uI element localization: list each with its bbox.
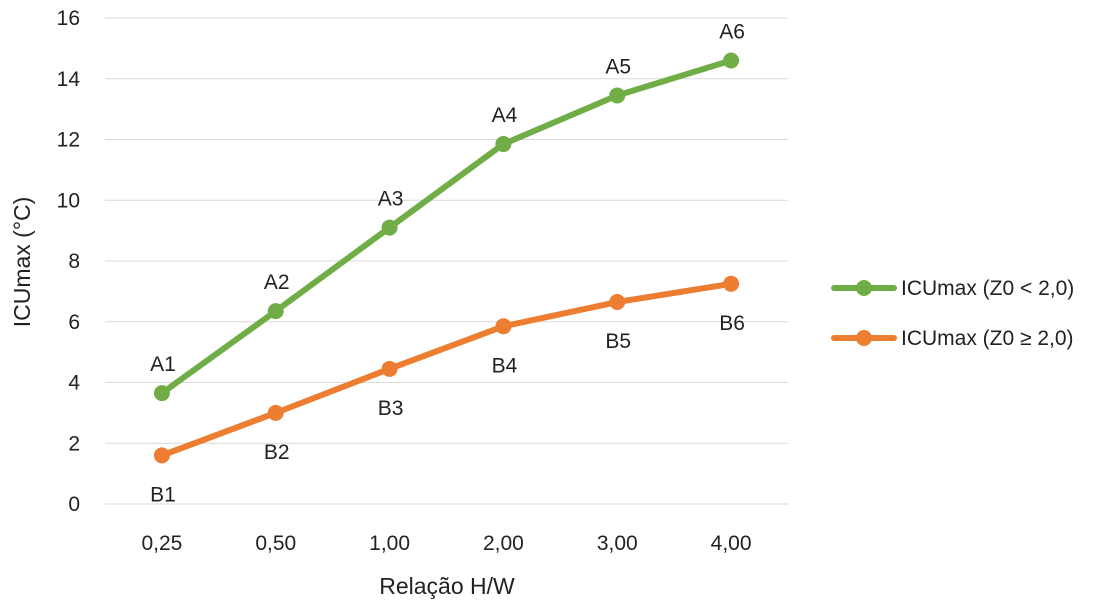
data-point [609,294,626,311]
data-label: B5 [605,330,631,353]
y-tick-label: 0 [68,493,80,516]
legend-label: ICUmax (Z0 ≥ 2,0) [901,327,1074,350]
data-label: B1 [150,483,176,506]
data-label: B2 [264,441,290,464]
legend-label: ICUmax (Z0 < 2,0) [901,277,1074,300]
data-point [381,360,398,377]
data-label: A2 [264,271,290,294]
data-label: A5 [605,55,631,78]
y-tick-label: 8 [68,250,80,273]
x-tick-label: 0,50 [255,532,296,555]
data-point [723,52,740,69]
series-group [153,52,740,464]
x-tick-label: 3,00 [597,532,638,555]
y-tick-label: 16 [57,7,80,30]
point-labels: A1 A2 A3 A4 A5 A6 B1 B2 B3 B4 B5 B6 [150,21,745,507]
x-tick-label: 2,00 [483,532,524,555]
legend-marker [856,280,872,296]
data-label: B3 [378,397,404,420]
data-point [267,404,284,421]
data-label: A6 [719,21,745,44]
x-tick-label: 1,00 [369,532,410,555]
data-point [153,385,170,402]
data-point [495,136,512,153]
x-tick-label: 0,25 [141,532,182,555]
y-tick-label: 4 [68,372,80,395]
data-label: A3 [378,188,404,211]
y-tick-label: 14 [57,68,81,91]
legend: ICUmax (Z0 < 2,0) ICUmax (Z0 ≥ 2,0) [831,277,1074,350]
y-tick-label: 2 [68,432,80,455]
data-label: B6 [719,312,745,335]
data-point [381,219,398,236]
data-point [267,303,284,320]
y-tick-label: 6 [68,311,80,334]
series-line [158,280,735,459]
y-axis-label: ICUmax (°C) [9,197,35,328]
series-line [158,57,735,397]
data-point [495,318,512,335]
gridlines [105,17,788,505]
data-label: A4 [492,104,518,127]
data-label: B4 [492,354,518,377]
legend-marker [856,330,872,346]
data-label: A1 [150,353,176,376]
x-axis-ticks: 0,25 0,50 1,00 2,00 3,00 4,00 [141,532,751,555]
y-tick-label: 10 [57,189,80,212]
x-axis-label: Relação H/W [379,573,515,599]
data-point [723,275,740,292]
data-point [609,87,626,104]
y-tick-label: 12 [57,129,80,152]
y-axis-ticks: 0 2 4 6 8 10 12 14 16 [57,7,81,516]
x-tick-label: 4,00 [711,532,752,555]
data-point [153,447,170,464]
